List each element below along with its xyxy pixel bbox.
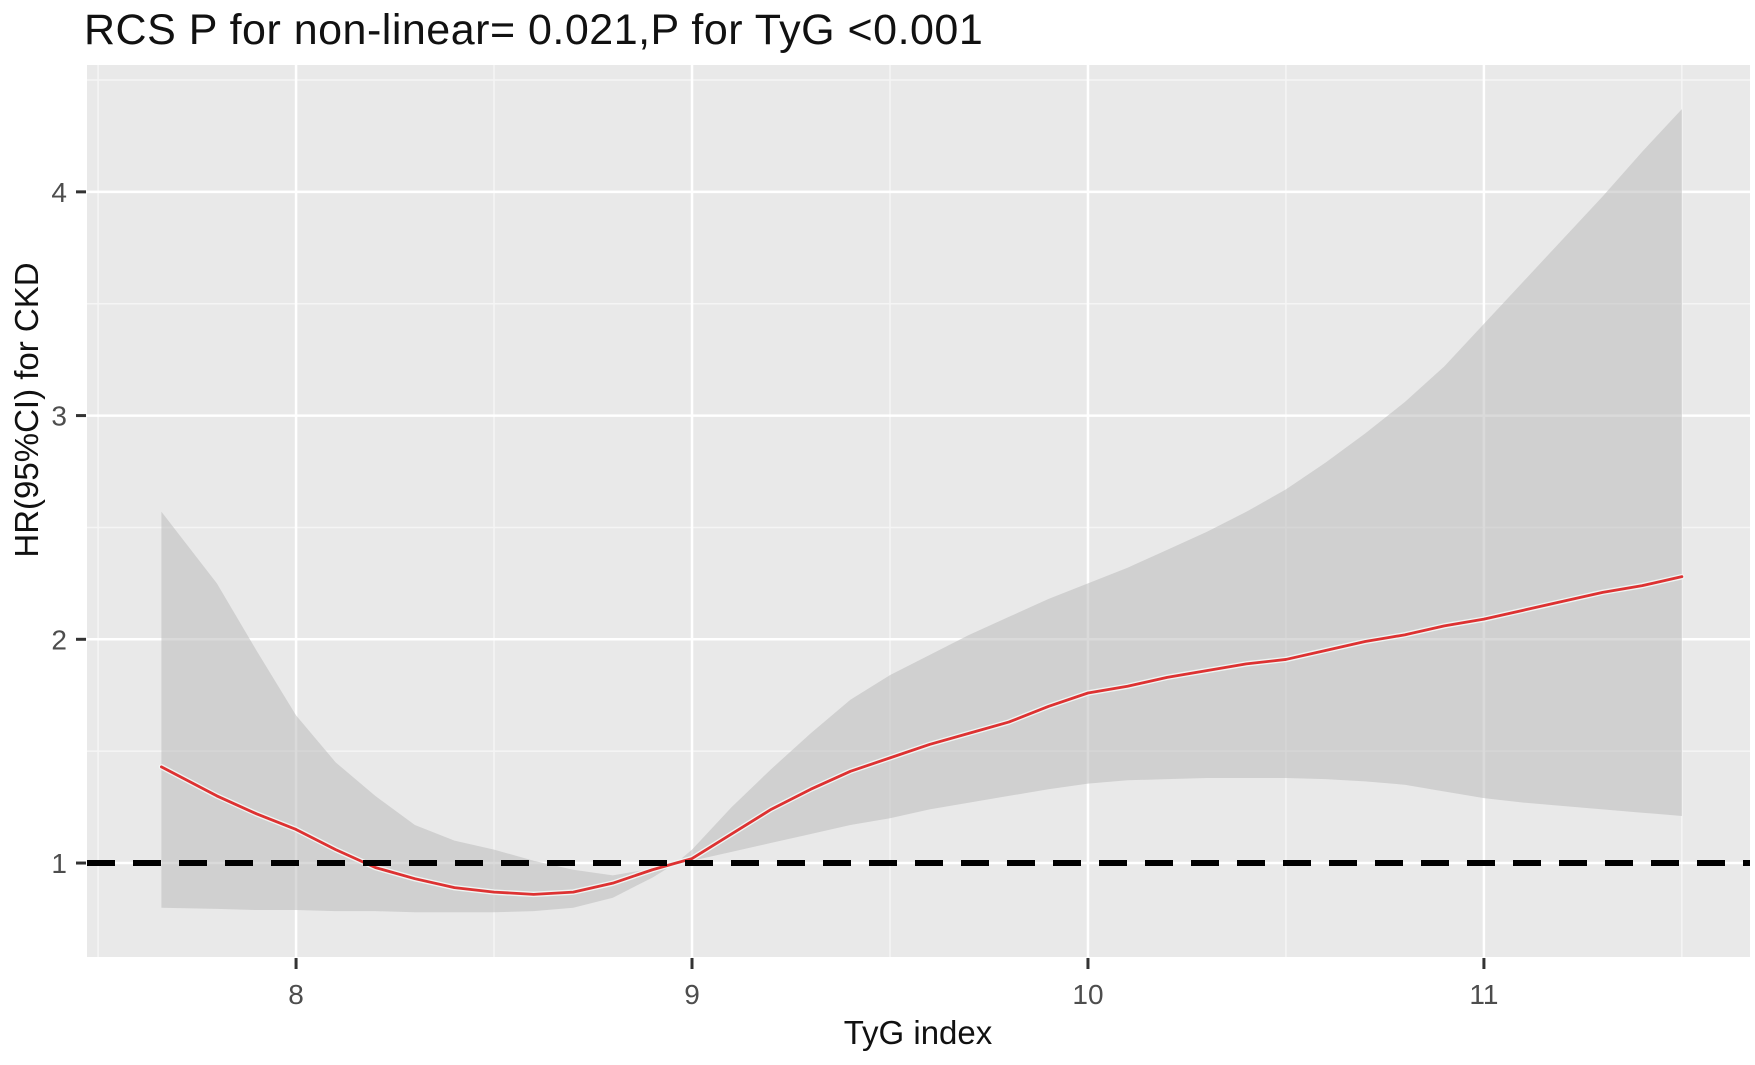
confidence-band	[161, 109, 1682, 913]
x-axis-title: TyG index	[844, 1014, 993, 1051]
y-tick-label: 2	[51, 624, 67, 655]
y-tick-label: 3	[51, 401, 67, 432]
hr-curve	[160, 575, 1684, 896]
y-tick-label: 1	[51, 848, 67, 879]
x-tick-label: 9	[684, 979, 700, 1010]
chart-title: RCS P for non-linear= 0.021,P for TyG <0…	[84, 6, 983, 54]
x-tick-label: 11	[1469, 979, 1498, 1010]
y-tick-label: 4	[51, 177, 67, 208]
x-tick-label: 8	[288, 979, 304, 1010]
y-axis-title: HR(95%CI) for CKD	[8, 262, 45, 557]
x-tick-label: 10	[1072, 979, 1103, 1010]
